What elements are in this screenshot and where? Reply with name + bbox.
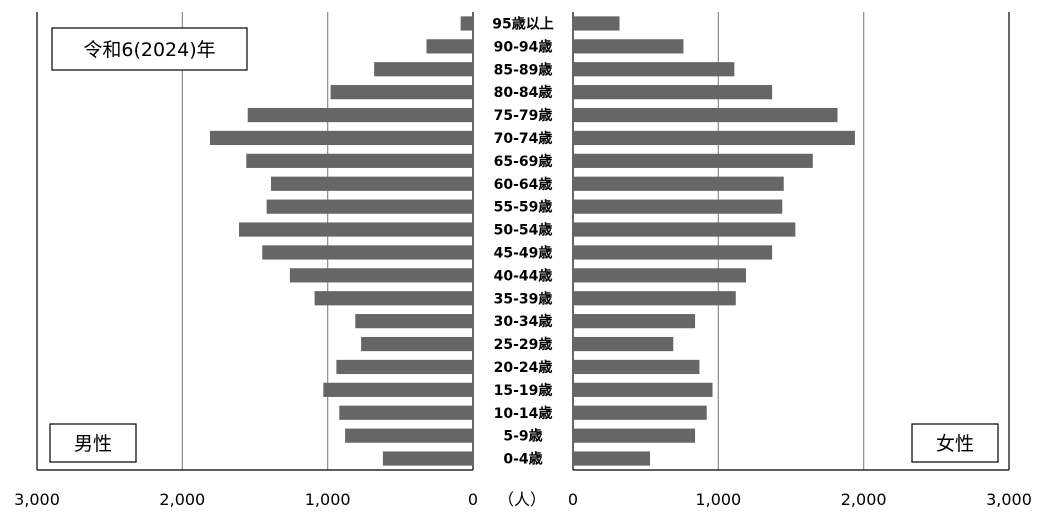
era-box: 令和6(2024)年 — [51, 27, 248, 71]
age-label-3: 80-84歳 — [494, 84, 553, 101]
female-bar-14 — [573, 336, 674, 352]
male-bar-14 — [361, 336, 473, 352]
female-bar-5 — [573, 130, 855, 146]
male-bar-12 — [314, 291, 473, 306]
age-label-0: 95歳以上 — [492, 15, 553, 32]
right-tick-2: 2,000 — [841, 490, 887, 509]
age-label-11: 40-44歳 — [494, 267, 553, 284]
age-label-4: 75-79歳 — [494, 107, 553, 124]
male-bar-15 — [336, 359, 473, 375]
age-labels: 95歳以上 90-94歳 85-89歳 80-84歳 75-79歳 70-74歳 65-69… — [492, 15, 553, 467]
female-bar-2 — [573, 62, 735, 77]
female-bar-8 — [573, 199, 783, 214]
age-label-6: 65-69歳 — [494, 153, 553, 170]
male-box-frame — [49, 423, 137, 463]
left-tick-0: 3,000 — [14, 490, 60, 509]
age-label-10: 45-49歳 — [494, 244, 553, 261]
female-bar-18 — [573, 428, 696, 443]
era-box-frame — [51, 27, 248, 71]
female-bar-10 — [573, 245, 773, 260]
male-bar-19 — [382, 451, 473, 466]
male-bar-16 — [323, 382, 473, 397]
male-bar-17 — [339, 405, 473, 420]
female-bar-3 — [573, 85, 773, 100]
age-label-14: 25-29歳 — [494, 336, 553, 353]
female-bar-11 — [573, 268, 746, 283]
bars-layer — [209, 16, 855, 466]
male-bar-7 — [270, 176, 473, 191]
female-bar-1 — [573, 39, 684, 54]
era-label: 令和6(2024)年 — [83, 39, 215, 61]
tick-labels: 3,000 2,000 1,000 0 0 1,000 2,000 3,000 — [14, 490, 1032, 509]
male-bar-3 — [330, 85, 473, 100]
age-label-13: 30-34歳 — [494, 313, 553, 330]
age-label-18: 5-9歳 — [503, 428, 542, 445]
female-bar-9 — [573, 222, 796, 237]
male-bar-8 — [266, 199, 473, 214]
female-label: 女性 — [936, 433, 974, 455]
male-bar-5 — [209, 130, 474, 146]
age-label-19: 0-4歳 — [503, 451, 542, 468]
age-label-16: 15-19歳 — [494, 382, 553, 399]
male-label: 男性 — [74, 433, 112, 455]
age-label-15: 20-24歳 — [494, 359, 553, 376]
female-box: 女性 — [911, 423, 999, 463]
female-bar-16 — [573, 382, 713, 397]
female-bar-12 — [573, 291, 736, 306]
right-tick-3: 3,000 — [986, 490, 1032, 509]
female-box-frame — [911, 423, 999, 463]
age-label-9: 50-54歳 — [494, 222, 553, 239]
male-bar-13 — [355, 314, 473, 329]
female-bar-4 — [573, 107, 838, 123]
age-label-5: 70-74歳 — [494, 130, 553, 147]
age-label-8: 55-59歳 — [494, 199, 553, 216]
right-tick-1: 1,000 — [695, 490, 741, 509]
age-label-12: 35-39歳 — [494, 290, 553, 307]
unit-label: （人） — [498, 490, 546, 509]
left-tick-3: 0 — [468, 490, 478, 509]
male-bar-0 — [460, 16, 473, 31]
right-tick-0: 0 — [568, 490, 578, 509]
female-bar-7 — [573, 176, 784, 191]
male-bar-10 — [262, 245, 473, 260]
male-box: 男性 — [49, 423, 137, 463]
male-bar-11 — [289, 268, 473, 283]
left-tick-2: 1,000 — [305, 490, 351, 509]
male-bar-2 — [374, 62, 473, 77]
female-bar-6 — [573, 153, 813, 168]
female-bar-13 — [573, 314, 696, 329]
male-bar-1 — [426, 39, 473, 54]
female-bar-17 — [573, 405, 707, 420]
age-label-1: 90-94歳 — [494, 38, 553, 55]
female-bar-15 — [573, 359, 700, 375]
age-label-2: 85-89歳 — [494, 61, 553, 78]
age-label-17: 10-14歳 — [494, 405, 553, 422]
female-bar-0 — [573, 16, 620, 31]
left-tick-1: 2,000 — [159, 490, 205, 509]
male-bar-18 — [345, 428, 473, 443]
age-label-7: 60-64歳 — [494, 176, 553, 193]
male-bar-6 — [246, 153, 473, 168]
male-bar-4 — [247, 107, 473, 123]
grid-layer — [36, 12, 1010, 471]
male-bar-9 — [239, 222, 473, 237]
female-bar-19 — [573, 451, 651, 466]
